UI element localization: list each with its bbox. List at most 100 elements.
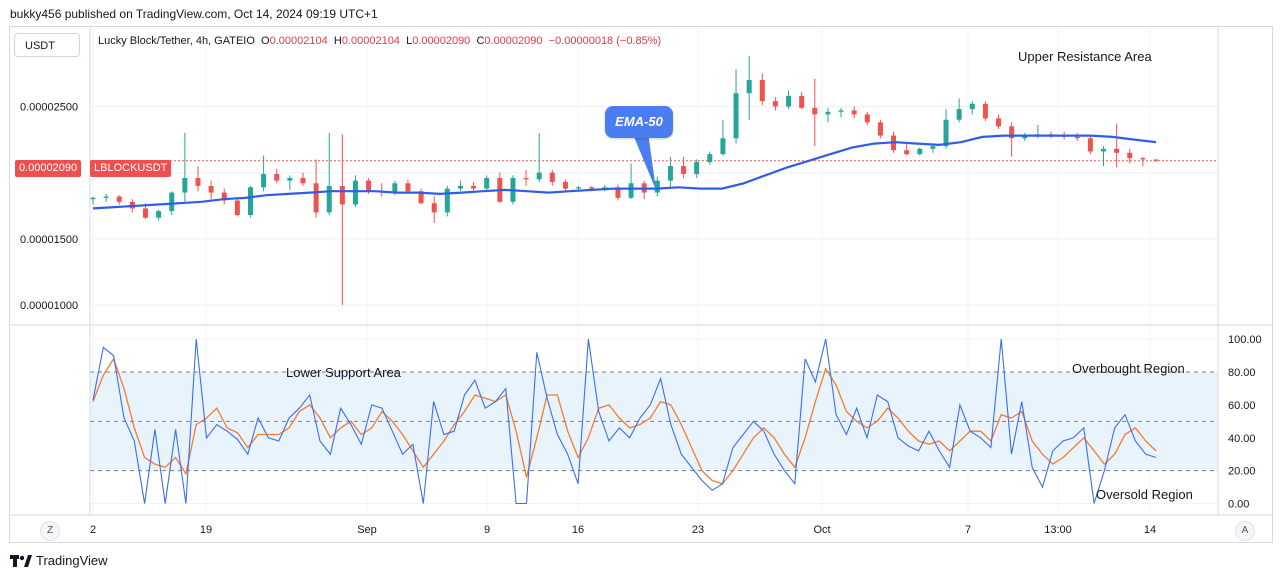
candle-body [759,79,765,102]
candle-body [536,172,542,180]
lower-support-label: Lower Support Area [286,365,401,380]
candle-body [247,187,253,216]
candle-body [418,191,424,204]
time-tick-label: 19 [200,524,212,536]
candle-body [484,177,490,189]
candle-body [549,172,555,182]
candle-body [313,183,319,213]
candle-body [431,203,437,213]
legend-l-value: 0.00002090 [412,35,471,47]
candle-body [287,177,293,181]
candle-body [996,118,1002,127]
candle-body [694,162,700,175]
legend-h-label: H [333,35,342,47]
time-tick-label: Sep [357,524,377,536]
ohlc-legend: Lucky Block/Tether, 4h, GATEIO O 0.000021… [98,35,661,47]
candle-body [1101,148,1107,152]
legend-l-label: L [406,35,413,47]
candle-body [339,185,345,205]
symbol-tag: LBLOCKUSDT [90,160,172,177]
publisher-line: bukky456 published on TradingView.com, O… [10,7,378,21]
price-tick-label: 0.00002500 [20,101,78,113]
candle-body [352,180,358,205]
candle-body [576,187,582,189]
candle-body [720,138,726,155]
candle-body [943,119,949,147]
candles-group [90,56,1159,306]
time-tick-label: 13:00 [1044,524,1072,536]
candle-body [825,111,831,115]
stoch-k-line [92,338,1157,505]
candle-body [1140,158,1146,160]
candle-body [628,183,634,198]
candle-body [746,79,752,94]
candle-body [864,114,870,123]
stoch-tick-label: 100.00 [1228,334,1262,346]
candle-body [917,148,923,155]
candle-body [471,185,477,189]
footer-brand-text: TradingView [36,553,108,568]
ema-callout-pointer [632,132,656,190]
candle-body [562,181,568,189]
candle-body [1127,152,1133,159]
last-price-tag: 0.00002090 [15,160,82,177]
stoch-d-line [92,357,1157,485]
candle-body [733,93,739,139]
chart-frame[interactable] [9,26,1273,543]
legend-h-value: 0.00002104 [341,35,400,47]
price-tick-label: 0.00001500 [20,234,78,246]
candle-body [326,185,332,213]
candle-body [851,110,857,115]
stoch-tick-label: 20.00 [1228,466,1256,478]
time-tick-label: 23 [692,524,704,536]
stoch-tick-label: 60.00 [1228,400,1256,412]
candle-body [274,174,280,181]
quote-currency-button[interactable]: USDT [14,33,80,57]
time-tick-label: 7 [965,524,971,536]
candle-body [103,196,109,198]
candle-body [589,187,595,189]
legend-o-label: O [261,35,270,47]
tradingview-logo-icon [10,554,32,567]
candle-body [405,183,411,192]
legend-c-label: C [476,35,485,47]
price-tick-label: 0.00001000 [20,300,78,312]
candle-body [169,192,175,212]
candle-body [523,177,529,180]
zoom-button[interactable]: Z [40,521,60,541]
candle-body [602,187,608,189]
candle-body [812,107,818,115]
candle-body [772,101,778,107]
candle-body [786,95,792,107]
stoch-tick-label: 40.00 [1228,433,1256,445]
candle-body [261,174,267,188]
ema-50-callout: EMA-50 [605,106,673,138]
candle-body [392,183,398,193]
candle-body [156,211,162,218]
candle-body [707,154,713,163]
candle-body [982,103,988,119]
stoch-axis-ticks: 100.00 80.00 60.00 40.00 20.00 0.00 [1228,334,1262,510]
candle-body [116,196,122,202]
auto-scale-button[interactable]: A [1235,521,1255,541]
candle-body [182,177,188,193]
candle-body [142,208,148,218]
candle-body [930,146,936,149]
candle-body [615,187,621,198]
stoch-tick-label: 80.00 [1228,367,1256,379]
candle-body [654,180,660,193]
time-tick-label: 9 [484,524,490,536]
ema-50-line [92,134,1157,210]
candle-body [956,109,962,120]
stoch-tick-label: 0.00 [1228,498,1249,510]
candle-body [90,197,96,200]
candle-body [969,103,975,110]
candle-body [1114,148,1120,153]
legend-change: −0.00000018 (−0.85%) [548,35,662,47]
candle-body [1009,126,1015,139]
legend-symbol: Lucky Block/Tether, 4h, GATEIO [98,35,255,47]
candle-body [667,166,673,181]
legend-c-value: 0.00002090 [484,35,543,47]
